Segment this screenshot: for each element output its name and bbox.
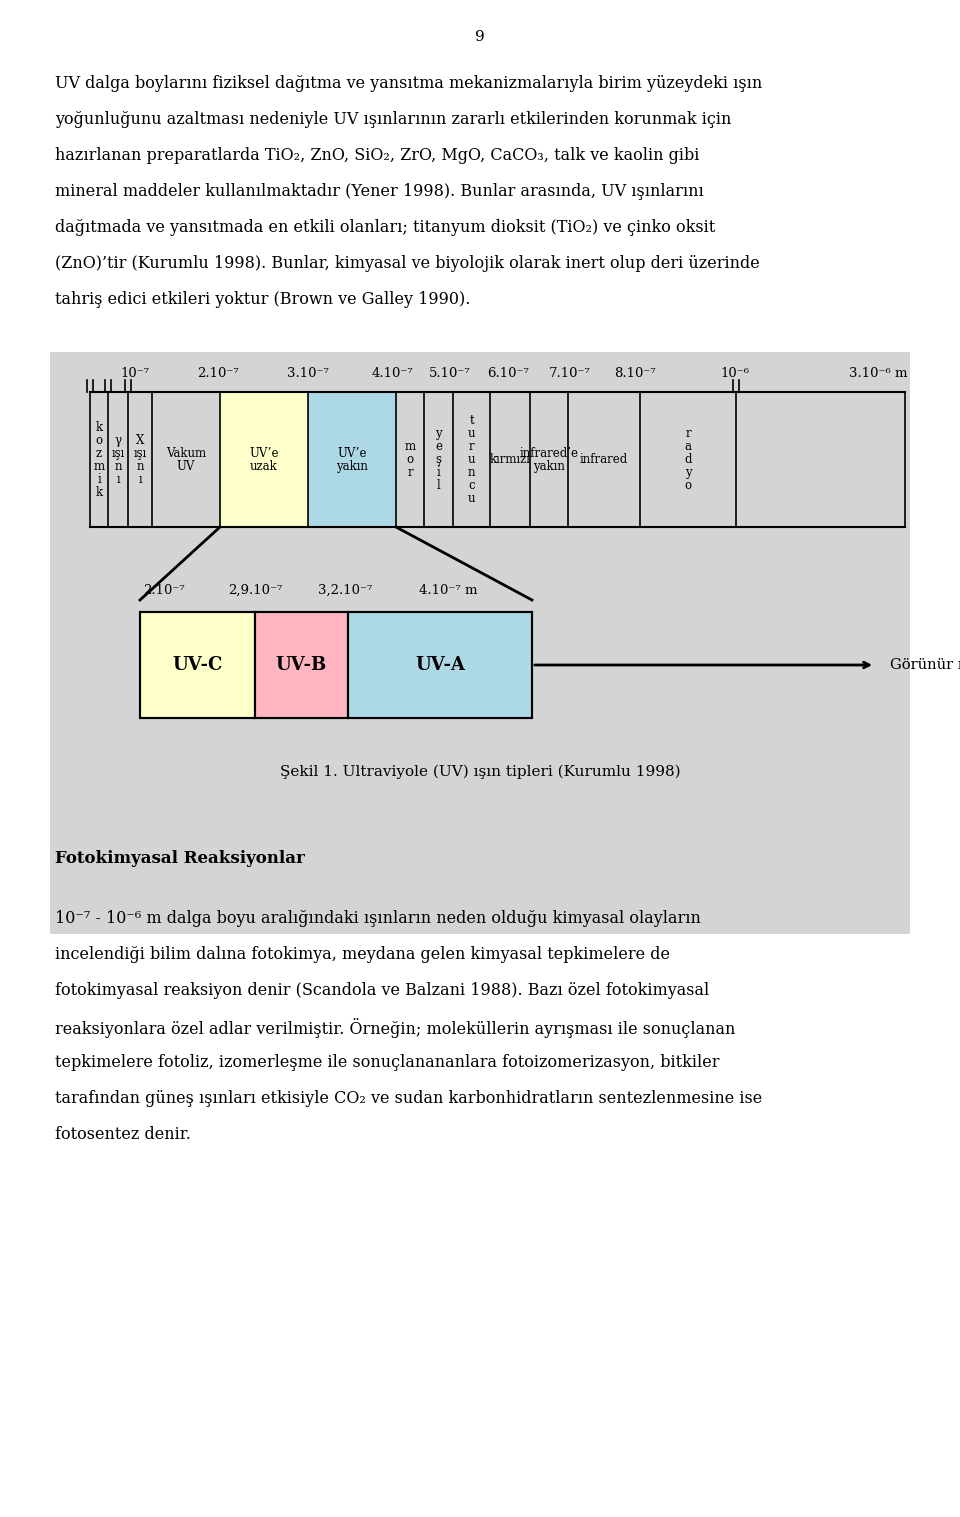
Bar bbox=[348, 611, 532, 718]
Text: X
ışı
n
ı: X ışı n ı bbox=[133, 434, 147, 485]
Text: m
o
r: m o r bbox=[404, 440, 416, 479]
Text: k
o
z
m
i
k: k o z m i k bbox=[93, 420, 105, 499]
Text: UV dalga boylarını fiziksel dağıtma ve yansıtma mekanizmalarıyla birim yüzeydeki: UV dalga boylarını fiziksel dağıtma ve y… bbox=[55, 74, 762, 93]
Text: 8.10⁻⁷: 8.10⁻⁷ bbox=[614, 367, 656, 379]
Bar bbox=[140, 611, 532, 718]
Text: 6.10⁻⁷: 6.10⁻⁷ bbox=[487, 367, 529, 379]
Text: 3.10⁻⁶ m: 3.10⁻⁶ m bbox=[849, 367, 907, 379]
Text: 2.10⁻⁷: 2.10⁻⁷ bbox=[143, 584, 185, 598]
Text: 9: 9 bbox=[475, 30, 485, 44]
Text: fotokimyasal reaksiyon denir (Scandola ve Balzani 1988). Bazı özel fotokimyasal: fotokimyasal reaksiyon denir (Scandola v… bbox=[55, 981, 709, 1000]
Text: tarafından güneş ışınları etkisiyle CO₂ ve sudan karbonhidratların sentezlenmesi: tarafından güneş ışınları etkisiyle CO₂ … bbox=[55, 1091, 762, 1107]
Text: Şekil 1. Ultraviyole (UV) ışın tipleri (Kurumlu 1998): Şekil 1. Ultraviyole (UV) ışın tipleri (… bbox=[279, 765, 681, 780]
Text: (ZnO)’tir (Kurumlu 1998). Bunlar, kimyasal ve biyolojik olarak inert olup deri ü: (ZnO)’tir (Kurumlu 1998). Bunlar, kimyas… bbox=[55, 255, 759, 272]
Text: r
a
d
y
o: r a d y o bbox=[684, 426, 692, 492]
Text: hazırlanan preparatlarda TiO₂, ZnO, SiO₂, ZrO, MgO, CaCO₃, talk ve kaolin gibi: hazırlanan preparatlarda TiO₂, ZnO, SiO₂… bbox=[55, 147, 700, 164]
Text: fotosentez denir.: fotosentez denir. bbox=[55, 1126, 191, 1142]
Text: 7.10⁻⁷: 7.10⁻⁷ bbox=[549, 367, 591, 379]
Text: t
u
r
u
n
c
u: t u r u n c u bbox=[468, 414, 475, 505]
Text: Fotokimyasal Reaksiyonlar: Fotokimyasal Reaksiyonlar bbox=[55, 850, 305, 868]
Text: incelendiği bilim dalına fotokimya, meydana gelen kimyasal tepkimelere de: incelendiği bilim dalına fotokimya, meyd… bbox=[55, 947, 670, 963]
Text: 3,2.10⁻⁷: 3,2.10⁻⁷ bbox=[318, 584, 372, 598]
Text: UV’e
yakın: UV’e yakın bbox=[336, 446, 368, 472]
Text: mineral maddeler kullanılmaktadır (Yener 1998). Bunlar arasında, UV ışınlarını: mineral maddeler kullanılmaktadır (Yener… bbox=[55, 184, 704, 200]
Text: reaksiyonlara özel adlar verilmiştir. Örneğin; moleküllerin ayrışması ile sonuçl: reaksiyonlara özel adlar verilmiştir. Ör… bbox=[55, 1018, 735, 1038]
Text: y
e
ş
i
l: y e ş i l bbox=[435, 426, 442, 492]
Text: 4.10⁻⁷ m: 4.10⁻⁷ m bbox=[419, 584, 477, 598]
Text: infrared: infrared bbox=[580, 454, 628, 466]
Text: yoğunluğunu azaltması nedeniyle UV ışınlarının zararlı etkilerinden korunmak içi: yoğunluğunu azaltması nedeniyle UV ışınl… bbox=[55, 111, 732, 127]
Text: 3.10⁻⁷: 3.10⁻⁷ bbox=[287, 367, 329, 379]
Text: kırmızı: kırmızı bbox=[490, 454, 531, 466]
Text: γ
ışı
n
ı: γ ışı n ı bbox=[111, 434, 125, 485]
Bar bbox=[140, 611, 255, 718]
Text: tepkimelere fotoliz, izomerleşme ile sonuçlanananlara fotoizomerizasyon, bitkile: tepkimelere fotoliz, izomerleşme ile son… bbox=[55, 1054, 719, 1071]
Text: 2,9.10⁻⁷: 2,9.10⁻⁷ bbox=[228, 584, 282, 598]
Text: UV-C: UV-C bbox=[172, 655, 223, 674]
Bar bbox=[220, 391, 308, 526]
Text: 2.10⁻⁷: 2.10⁻⁷ bbox=[197, 367, 239, 379]
Text: Görünür radyasyon: Görünür radyasyon bbox=[890, 658, 960, 672]
Bar bbox=[50, 352, 910, 934]
Text: UV-A: UV-A bbox=[415, 655, 465, 674]
Text: UV’e
uzak: UV’e uzak bbox=[250, 446, 278, 472]
Text: Vakum
UV: Vakum UV bbox=[166, 446, 206, 472]
Text: dağıtmada ve yansıtmada en etkili olanları; titanyum dioksit (TiO₂) ve çinko oks: dağıtmada ve yansıtmada en etkili olanla… bbox=[55, 218, 715, 237]
Text: 10⁻⁷: 10⁻⁷ bbox=[120, 367, 150, 379]
Text: 10⁻⁷ - 10⁻⁶ m dalga boyu aralığındaki ışınların neden olduğu kimyasal olayların: 10⁻⁷ - 10⁻⁶ m dalga boyu aralığındaki ış… bbox=[55, 910, 701, 927]
Text: 4.10⁻⁷: 4.10⁻⁷ bbox=[372, 367, 413, 379]
Text: tahriş edici etkileri yoktur (Brown ve Galley 1990).: tahriş edici etkileri yoktur (Brown ve G… bbox=[55, 291, 470, 308]
Bar bbox=[308, 391, 396, 526]
Text: infrared’e
yakın: infrared’e yakın bbox=[519, 446, 579, 472]
Text: 5.10⁻⁷: 5.10⁻⁷ bbox=[429, 367, 470, 379]
Text: UV-B: UV-B bbox=[276, 655, 327, 674]
Bar bbox=[255, 611, 348, 718]
Text: 10⁻⁶: 10⁻⁶ bbox=[721, 367, 750, 379]
